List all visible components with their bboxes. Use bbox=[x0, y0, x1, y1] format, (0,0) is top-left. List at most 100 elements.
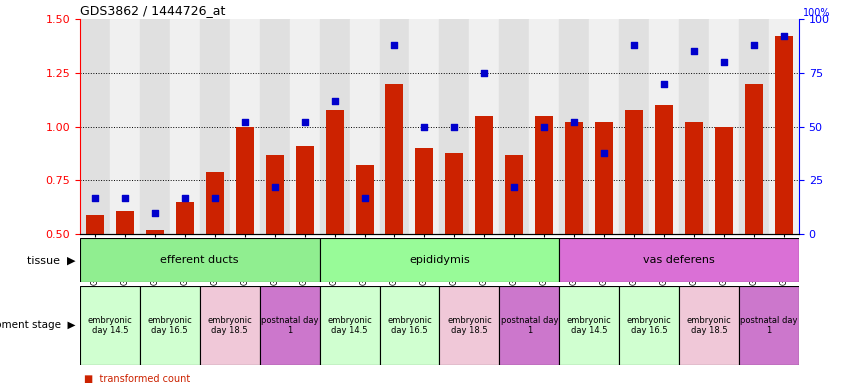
Bar bbox=[769, 19, 799, 234]
Text: embryonic
day 16.5: embryonic day 16.5 bbox=[147, 316, 192, 335]
Point bbox=[328, 98, 341, 104]
Bar bbox=[745, 84, 763, 234]
Bar bbox=[590, 19, 619, 234]
Bar bbox=[685, 122, 703, 234]
Bar bbox=[715, 127, 733, 234]
Bar bbox=[469, 19, 500, 234]
Bar bbox=[415, 148, 433, 234]
Text: tissue  ▶: tissue ▶ bbox=[27, 255, 76, 265]
Bar bbox=[619, 286, 679, 365]
Bar bbox=[116, 210, 134, 234]
Bar bbox=[500, 19, 529, 234]
Bar bbox=[529, 19, 559, 234]
Bar bbox=[199, 19, 230, 234]
Bar bbox=[446, 152, 463, 234]
Bar bbox=[500, 286, 559, 365]
Text: 100%: 100% bbox=[803, 8, 831, 18]
Bar bbox=[649, 19, 679, 234]
Bar bbox=[266, 155, 283, 234]
Bar bbox=[320, 19, 350, 234]
Text: postnatal day
1: postnatal day 1 bbox=[261, 316, 319, 335]
Bar bbox=[559, 19, 590, 234]
Text: postnatal day
1: postnatal day 1 bbox=[500, 316, 558, 335]
Bar bbox=[739, 19, 769, 234]
Point bbox=[508, 184, 521, 190]
Bar bbox=[559, 238, 799, 282]
Point bbox=[148, 210, 161, 216]
Bar bbox=[80, 19, 110, 234]
Text: epididymis: epididymis bbox=[409, 255, 470, 265]
Point bbox=[627, 42, 641, 48]
Text: embryonic
day 16.5: embryonic day 16.5 bbox=[387, 316, 431, 335]
Bar bbox=[86, 215, 103, 234]
Point bbox=[357, 195, 371, 201]
Bar bbox=[140, 19, 170, 234]
Point bbox=[687, 48, 701, 55]
Text: GDS3862 / 1444726_at: GDS3862 / 1444726_at bbox=[80, 3, 225, 17]
Bar bbox=[679, 286, 739, 365]
Point bbox=[537, 124, 551, 130]
Bar bbox=[439, 286, 500, 365]
Bar bbox=[595, 122, 613, 234]
Bar bbox=[655, 105, 673, 234]
Bar bbox=[625, 109, 643, 234]
Point bbox=[447, 124, 461, 130]
Bar bbox=[145, 230, 164, 234]
Bar bbox=[475, 116, 494, 234]
Bar bbox=[379, 286, 439, 365]
Bar bbox=[235, 127, 254, 234]
Point bbox=[717, 59, 731, 65]
Point bbox=[777, 33, 791, 40]
Bar bbox=[679, 19, 709, 234]
Text: embryonic
day 14.5: embryonic day 14.5 bbox=[567, 316, 611, 335]
Bar bbox=[709, 19, 739, 234]
Bar bbox=[565, 122, 583, 234]
Bar bbox=[289, 19, 320, 234]
Text: embryonic
day 14.5: embryonic day 14.5 bbox=[87, 316, 132, 335]
Text: postnatal day
1: postnatal day 1 bbox=[740, 316, 798, 335]
Bar bbox=[505, 155, 523, 234]
Bar bbox=[110, 19, 140, 234]
Bar bbox=[260, 19, 289, 234]
Bar bbox=[385, 84, 404, 234]
Point bbox=[568, 119, 581, 126]
Bar bbox=[739, 286, 799, 365]
Point bbox=[597, 149, 611, 156]
Text: embryonic
day 14.5: embryonic day 14.5 bbox=[327, 316, 372, 335]
Bar bbox=[775, 36, 793, 234]
Bar bbox=[410, 19, 439, 234]
Bar bbox=[325, 109, 343, 234]
Bar bbox=[379, 19, 410, 234]
Bar bbox=[230, 19, 260, 234]
Text: embryonic
day 18.5: embryonic day 18.5 bbox=[447, 316, 492, 335]
Text: vas deferens: vas deferens bbox=[643, 255, 715, 265]
Point bbox=[208, 195, 221, 201]
Point bbox=[268, 184, 282, 190]
Bar bbox=[559, 286, 619, 365]
Bar bbox=[140, 286, 199, 365]
Bar bbox=[260, 286, 320, 365]
Point bbox=[478, 70, 491, 76]
Bar bbox=[356, 166, 373, 234]
Bar bbox=[350, 19, 379, 234]
Bar bbox=[199, 286, 260, 365]
Point bbox=[238, 119, 251, 126]
Bar bbox=[206, 172, 224, 234]
Text: ■  transformed count: ■ transformed count bbox=[84, 374, 190, 384]
Bar bbox=[170, 19, 199, 234]
Bar bbox=[535, 116, 553, 234]
Bar bbox=[619, 19, 649, 234]
Text: embryonic
day 18.5: embryonic day 18.5 bbox=[208, 316, 252, 335]
Point bbox=[178, 195, 192, 201]
Text: embryonic
day 16.5: embryonic day 16.5 bbox=[627, 316, 671, 335]
Point bbox=[748, 42, 761, 48]
Bar bbox=[295, 146, 314, 234]
Point bbox=[658, 81, 671, 87]
Text: efferent ducts: efferent ducts bbox=[161, 255, 239, 265]
Point bbox=[418, 124, 431, 130]
Bar bbox=[80, 286, 140, 365]
Text: development stage  ▶: development stage ▶ bbox=[0, 320, 76, 331]
Text: embryonic
day 18.5: embryonic day 18.5 bbox=[687, 316, 732, 335]
Bar bbox=[176, 202, 193, 234]
Bar bbox=[320, 238, 559, 282]
